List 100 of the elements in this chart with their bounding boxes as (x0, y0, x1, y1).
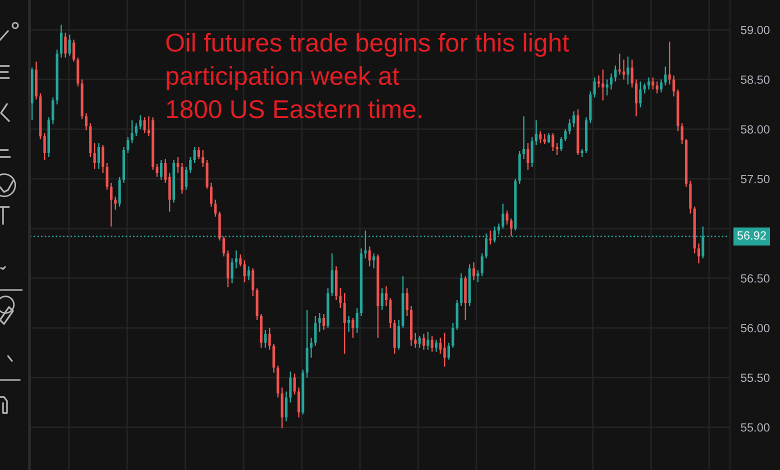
candlestick (568, 118, 571, 135)
candlestick (180, 162, 184, 194)
candlestick (422, 333, 426, 350)
candlestick (530, 136, 534, 168)
candlestick (472, 262, 476, 281)
candlestick (552, 132, 554, 152)
candlestick (72, 39, 76, 62)
candlestick (356, 307, 358, 334)
candlestick (672, 74, 676, 98)
candlestick (502, 203, 504, 230)
candlestick (418, 335, 421, 348)
y-tick-label: 55.50 (740, 374, 770, 382)
candlestick (593, 76, 596, 98)
candlestick (652, 76, 654, 90)
candlestick (447, 342, 450, 360)
candlestick (572, 110, 576, 128)
candlestick (630, 58, 634, 88)
candlestick (697, 242, 700, 264)
candlestick (547, 132, 550, 144)
candlestick (668, 41, 671, 86)
candlestick (93, 142, 96, 170)
candlestick (414, 332, 417, 348)
candlestick (160, 159, 163, 180)
candlestick (534, 120, 538, 146)
candlestick (156, 163, 158, 178)
candlestick (52, 96, 54, 125)
candlestick (556, 142, 558, 156)
candlestick (656, 80, 658, 94)
candlestick (310, 337, 313, 358)
candlestick (560, 136, 563, 152)
candlestick (330, 252, 334, 297)
candlestick (102, 144, 104, 174)
candlestick (114, 196, 117, 210)
candlestick (118, 176, 121, 208)
candlestick (522, 116, 526, 160)
candlestick (139, 114, 142, 130)
candlestick (680, 122, 684, 145)
candlestick (564, 128, 567, 142)
candlestick (389, 297, 392, 329)
candlestick (622, 58, 626, 80)
candlestick (206, 159, 208, 190)
y-tick-label: 56.50 (740, 274, 770, 283)
candlestick (110, 182, 113, 228)
y-tick-label: 58.00 (740, 125, 770, 134)
candlestick (406, 288, 408, 317)
y-tick-label: 55.00 (740, 423, 770, 432)
candlestick (506, 210, 508, 226)
candlestick (234, 250, 238, 269)
ref-line-label: 56.92 (737, 231, 766, 240)
candlestick (318, 312, 321, 333)
candlestick (430, 335, 434, 352)
candlestick (214, 199, 217, 218)
candlestick (134, 122, 138, 137)
candlestick (97, 142, 100, 170)
candlestick (43, 132, 46, 161)
candlestick (243, 260, 246, 283)
candlestick (193, 146, 196, 164)
candlestick (510, 218, 513, 238)
candlestick (264, 329, 267, 348)
candlestick (452, 322, 454, 348)
candlestick (84, 112, 88, 131)
candlestick (164, 158, 167, 184)
candlestick (634, 78, 638, 117)
candlestick (60, 24, 63, 58)
candlestick (272, 343, 276, 374)
candlestick (602, 68, 604, 101)
candlestick (268, 327, 271, 350)
candlestick (352, 317, 354, 338)
candlestick (439, 337, 442, 354)
candlestick (343, 292, 346, 354)
annotation: Oil futures trade begins for this light participation week at 1800 US Eastern time. (166, 32, 570, 118)
candlestick (647, 76, 650, 90)
candlestick (539, 130, 542, 144)
y-tick-label: 58.50 (740, 76, 770, 84)
y-tick-label: 57.50 (740, 174, 770, 184)
candlestick (443, 332, 446, 368)
candlestick (426, 331, 430, 350)
candlestick (664, 66, 667, 86)
candlestick (384, 286, 388, 307)
candlestick (289, 371, 292, 404)
candlestick (380, 288, 384, 311)
candlestick (489, 230, 492, 246)
candlestick (189, 156, 192, 174)
candlestick (614, 64, 617, 82)
y-tick-label: 56.00 (740, 324, 770, 332)
candlestick (660, 78, 663, 94)
candlestick (184, 166, 188, 190)
candlestick (347, 315, 350, 333)
candlestick (222, 236, 226, 257)
candlestick (610, 72, 613, 90)
candlestick (372, 252, 376, 269)
candlestick (143, 116, 146, 134)
candlestick (297, 386, 300, 418)
candlestick (252, 268, 254, 297)
candlestick (543, 134, 546, 145)
candlestick (176, 156, 180, 174)
candlestick (526, 142, 530, 171)
candlestick (368, 246, 371, 267)
candlestick (643, 82, 646, 94)
candlestick (202, 149, 204, 168)
